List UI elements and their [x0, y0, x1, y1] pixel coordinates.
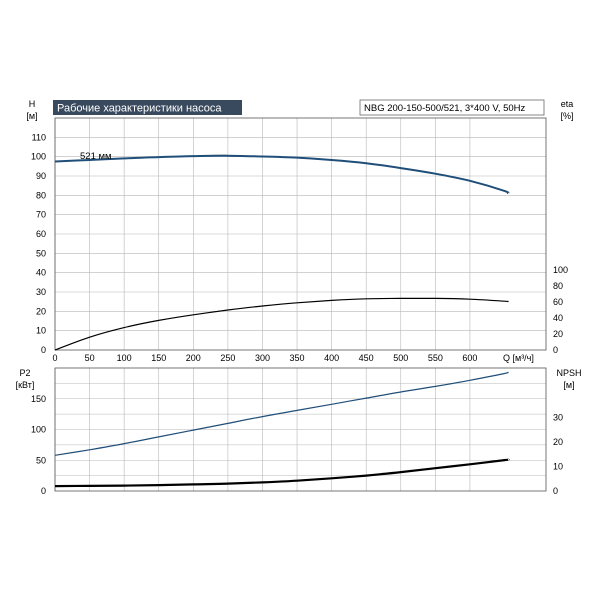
bottom-panel-grid	[54, 368, 546, 491]
y2-right-unit: [м]	[563, 380, 574, 390]
x-tick-label: 500	[393, 353, 408, 363]
curve-annotation: 521 мм	[80, 151, 112, 162]
y2-left-tick-label: 100	[31, 425, 46, 435]
y2-right-tick-label: 30	[553, 413, 563, 423]
y-left-tick-label: 70	[36, 210, 46, 220]
y2-left-tick-label: 0	[41, 486, 46, 496]
x-tick-label: 100	[117, 353, 132, 363]
y2-right-tick-label: 0	[553, 486, 558, 496]
y2-left-label: P2	[19, 368, 30, 378]
y-left-tick-label: 100	[31, 152, 46, 162]
y-left-tick-label: 30	[36, 287, 46, 297]
x-tick-label: 150	[151, 353, 166, 363]
chart-title: Рабочие характеристики насоса	[57, 103, 222, 115]
x-tick-label: 400	[324, 353, 339, 363]
y-right-tick-label: 80	[553, 281, 563, 291]
y-left-tick-label: 40	[36, 268, 46, 278]
x-tick-label: 50	[85, 353, 95, 363]
x-tick-label: 300	[255, 353, 270, 363]
y2-right-tick-label: 10	[553, 462, 563, 472]
y-left-tick-label: 90	[36, 171, 46, 181]
x-tick-label: 450	[359, 353, 374, 363]
y-right-unit: [%]	[560, 111, 573, 121]
x-axis-label: Q [м³/ч]	[503, 353, 534, 363]
y-right-tick-label: 40	[553, 313, 563, 323]
y-right-tick-label: 20	[553, 329, 563, 339]
x-tick-label: 250	[220, 353, 235, 363]
npsh-curve	[54, 458, 510, 488]
chart-subtitle: NBG 200-150-500/521, 3*400 V, 50Hz	[364, 103, 526, 114]
y2-left-tick-label: 50	[36, 455, 46, 465]
power-curve	[54, 371, 509, 456]
y-right-tick-label: 0	[553, 345, 558, 355]
y2-left-tick-label: 150	[31, 394, 46, 404]
y-left-tick-label: 0	[41, 345, 46, 355]
x-tick-label: 600	[462, 353, 477, 363]
top-panel-frame	[54, 117, 547, 351]
y-left-tick-label: 80	[36, 190, 46, 200]
bottom-panel-frame	[54, 367, 547, 492]
y2-left-unit: [кВт]	[16, 380, 35, 390]
y-right-tick-label: 100	[553, 265, 568, 275]
title-box	[53, 100, 242, 115]
y-left-tick-label: 10	[36, 326, 46, 336]
x-tick-label: 0	[52, 353, 57, 363]
y-left-tick-label: 110	[32, 132, 46, 142]
y-right-tick-label: 60	[553, 297, 563, 307]
head-curve	[54, 154, 510, 195]
y-left-tick-label: 50	[36, 248, 46, 258]
subtitle-box	[359, 99, 545, 116]
y-left-unit: [м]	[26, 111, 37, 121]
y-right-label: eta	[561, 99, 574, 109]
x-tick-label: 350	[290, 353, 305, 363]
y-left-tick-label: 60	[36, 229, 46, 239]
y-left-label: H	[29, 99, 36, 109]
efficiency-curve	[54, 297, 509, 351]
y2-right-label: NPSH	[556, 368, 581, 378]
y-left-tick-label: 20	[36, 306, 46, 316]
y2-right-tick-label: 20	[553, 437, 563, 447]
x-tick-label: 550	[428, 353, 443, 363]
x-tick-label: 200	[186, 353, 201, 363]
